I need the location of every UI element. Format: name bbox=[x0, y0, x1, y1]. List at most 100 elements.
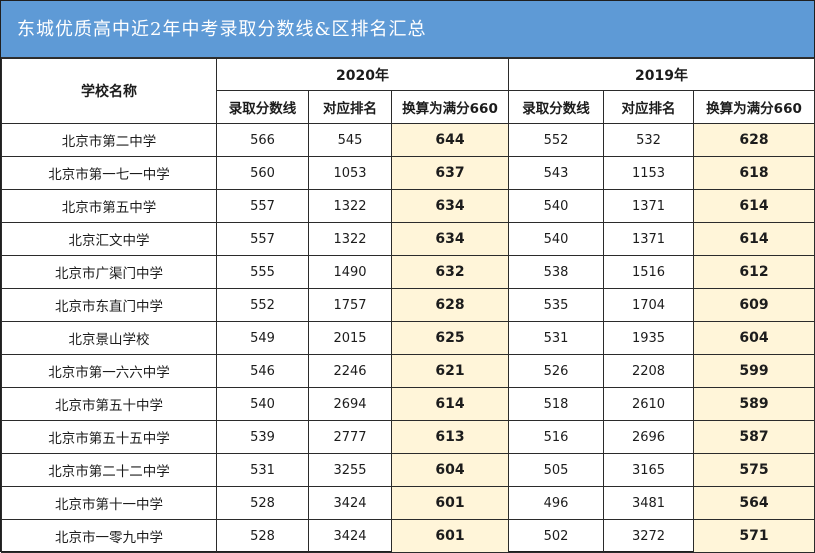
converted-2019-cell: 575 bbox=[693, 453, 815, 487]
score-2019-cell: 540 bbox=[508, 189, 605, 223]
rank-2019-cell: 1935 bbox=[603, 321, 695, 355]
page-title: 东城优质高中近2年中考录取分数线&区排名汇总 bbox=[17, 19, 427, 40]
rank-2019-cell: 2610 bbox=[603, 387, 695, 421]
school-name-cell: 北京市第五中学 bbox=[1, 189, 217, 223]
school-name-cell: 北京景山学校 bbox=[1, 321, 217, 355]
school-name-cell: 北京市广渠门中学 bbox=[1, 255, 217, 289]
rank-2020-cell: 1053 bbox=[308, 156, 392, 190]
score-2020-cell: 540 bbox=[216, 387, 309, 421]
score-2019-cell: 538 bbox=[508, 255, 605, 289]
rank-2020-cell: 2015 bbox=[308, 321, 392, 355]
rank-2019-cell: 2696 bbox=[603, 420, 695, 454]
rank-2020-cell: 3424 bbox=[308, 519, 392, 553]
converted-2020-cell: 604 bbox=[390, 453, 510, 487]
year-2020-header: 2020年 bbox=[215, 58, 510, 91]
rank-2019-cell: 3165 bbox=[603, 453, 695, 487]
score-2019-cell: 505 bbox=[508, 453, 605, 487]
score-2020-cell: 549 bbox=[216, 321, 309, 355]
table-row: 北京市第二中学 566 545 644 552 532 628 bbox=[1, 123, 815, 157]
col-header-2020-score: 录取分数线 bbox=[216, 90, 309, 124]
converted-2019-cell: 604 bbox=[693, 321, 815, 355]
converted-2020-cell: 637 bbox=[390, 156, 510, 190]
converted-2019-cell: 599 bbox=[693, 354, 815, 388]
rank-2020-cell: 1322 bbox=[308, 189, 392, 223]
score-2020-cell: 560 bbox=[216, 156, 309, 190]
score-2020-cell: 566 bbox=[216, 123, 309, 157]
score-2020-cell: 528 bbox=[216, 519, 309, 553]
converted-2019-cell: 587 bbox=[693, 420, 815, 454]
converted-2020-cell: 634 bbox=[390, 189, 510, 223]
rank-2019-cell: 1371 bbox=[603, 222, 695, 256]
converted-2019-cell: 612 bbox=[693, 255, 815, 289]
converted-2020-cell: 601 bbox=[390, 519, 510, 553]
score-2019-cell: 535 bbox=[508, 288, 605, 322]
converted-2019-cell: 564 bbox=[693, 486, 815, 520]
school-name-cell: 北京市第五十五中学 bbox=[1, 420, 217, 454]
rank-2019-cell: 2208 bbox=[603, 354, 695, 388]
converted-2020-cell: 632 bbox=[390, 255, 510, 289]
rank-2020-cell: 1757 bbox=[308, 288, 392, 322]
school-name-cell: 北京市东直门中学 bbox=[1, 288, 217, 322]
score-2019-cell: 518 bbox=[508, 387, 605, 421]
score-2020-cell: 546 bbox=[216, 354, 309, 388]
converted-2019-cell: 614 bbox=[693, 189, 815, 223]
rank-2020-cell: 2694 bbox=[308, 387, 392, 421]
school-name-cell: 北京市第二十二中学 bbox=[1, 453, 217, 487]
table-row: 北京景山学校 549 2015 625 531 1935 604 bbox=[1, 321, 815, 355]
converted-2020-cell: 621 bbox=[390, 354, 510, 388]
table-row: 北京市第五中学 557 1322 634 540 1371 614 bbox=[1, 189, 815, 223]
rank-2020-cell: 545 bbox=[308, 123, 392, 157]
school-name-cell: 北京汇文中学 bbox=[1, 222, 217, 256]
table-row: 北京市第五十中学 540 2694 614 518 2610 589 bbox=[1, 387, 815, 421]
rank-2019-cell: 3481 bbox=[603, 486, 695, 520]
header-row-years: 学校名称 2020年 2019年 bbox=[1, 58, 815, 124]
converted-2020-cell: 613 bbox=[390, 420, 510, 454]
table-row: 北京市一零九中学 528 3424 601 502 3272 571 bbox=[1, 519, 815, 553]
converted-2020-cell: 625 bbox=[390, 321, 510, 355]
table-row: 北京市第一七一中学 560 1053 637 543 1153 618 bbox=[1, 156, 815, 190]
rank-2020-cell: 1322 bbox=[308, 222, 392, 256]
converted-2019-cell: 614 bbox=[693, 222, 815, 256]
col-header-2020-rank: 对应排名 bbox=[308, 90, 392, 124]
score-2019-cell: 531 bbox=[508, 321, 605, 355]
score-table: 学校名称 2020年 2019年 录取分数线 对应排名 换算为满分660 录取分… bbox=[1, 58, 815, 553]
rank-2020-cell: 2777 bbox=[308, 420, 392, 454]
table-row: 北京市第二十二中学 531 3255 604 505 3165 575 bbox=[1, 453, 815, 487]
score-2019-cell: 540 bbox=[508, 222, 605, 256]
converted-2019-cell: 628 bbox=[693, 123, 815, 157]
table-row: 北京市第十一中学 528 3424 601 496 3481 564 bbox=[1, 486, 815, 520]
rank-2020-cell: 3424 bbox=[308, 486, 392, 520]
table-body: 北京市第二中学 566 545 644 552 532 628 北京市第一七一中学 560 105… bbox=[1, 123, 815, 553]
school-name-cell: 北京市第一七一中学 bbox=[1, 156, 217, 190]
school-name-header: 学校名称 bbox=[1, 58, 217, 124]
col-header-2019-converted: 换算为满分660 bbox=[693, 90, 815, 124]
school-name-cell: 北京市第五十中学 bbox=[1, 387, 217, 421]
score-2019-cell: 516 bbox=[508, 420, 605, 454]
rank-2019-cell: 1153 bbox=[603, 156, 695, 190]
table-row: 北京市广渠门中学 555 1490 632 538 1516 612 bbox=[1, 255, 815, 289]
score-2019-cell: 502 bbox=[508, 519, 605, 553]
score-2020-cell: 557 bbox=[216, 222, 309, 256]
table-row: 北京市第一六六中学 546 2246 621 526 2208 599 bbox=[1, 354, 815, 388]
rank-2020-cell: 1490 bbox=[308, 255, 392, 289]
title-banner: 东城优质高中近2年中考录取分数线&区排名汇总 bbox=[1, 1, 814, 58]
score-2019-cell: 526 bbox=[508, 354, 605, 388]
col-header-2019-rank: 对应排名 bbox=[603, 90, 695, 124]
score-2019-cell: 543 bbox=[508, 156, 605, 190]
table-row: 北京市第五十五中学 539 2777 613 516 2696 587 bbox=[1, 420, 815, 454]
score-2020-cell: 555 bbox=[216, 255, 309, 289]
converted-2019-cell: 571 bbox=[693, 519, 815, 553]
header-row-columns: 录取分数线 对应排名 换算为满分660 录取分数线 对应排名 换算为满分660 bbox=[2, 90, 815, 124]
rank-2020-cell: 2246 bbox=[308, 354, 392, 388]
score-2020-cell: 528 bbox=[216, 486, 309, 520]
rank-2019-cell: 1371 bbox=[603, 189, 695, 223]
score-2020-cell: 552 bbox=[216, 288, 309, 322]
rank-2020-cell: 3255 bbox=[308, 453, 392, 487]
school-name-cell: 北京市第二中学 bbox=[1, 123, 217, 157]
school-name-cell: 北京市第十一中学 bbox=[1, 486, 217, 520]
rank-2019-cell: 532 bbox=[603, 123, 695, 157]
col-header-2020-converted: 换算为满分660 bbox=[390, 90, 510, 124]
school-name-cell: 北京市第一六六中学 bbox=[1, 354, 217, 388]
rank-2019-cell: 3272 bbox=[603, 519, 695, 553]
